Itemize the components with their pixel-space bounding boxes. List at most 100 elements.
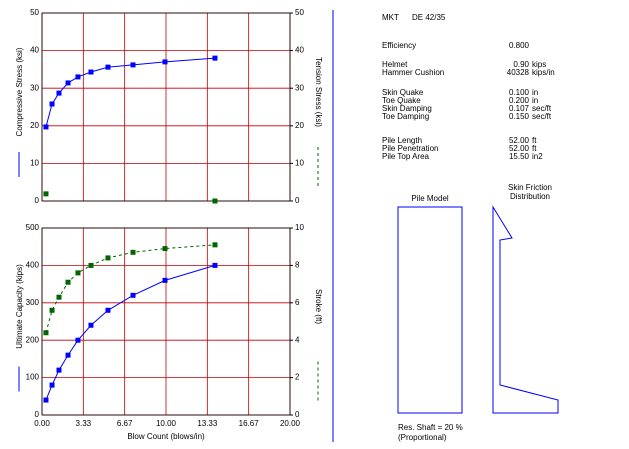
x-axis-label: Blow Count (blows/in) [127, 432, 205, 441]
marker [49, 382, 55, 388]
marker [212, 55, 218, 61]
marker [75, 337, 81, 343]
marker [49, 101, 55, 107]
marker [88, 322, 94, 328]
param-value: 52.00 [509, 144, 530, 153]
x-tick-label: 6.67 [117, 419, 133, 428]
marker [65, 352, 71, 358]
marker [162, 59, 168, 65]
marker [105, 255, 111, 261]
y-axis-label: Compressive Stress (ksi) [15, 47, 24, 136]
param-value: 0.200 [509, 96, 530, 105]
hammer-model: DE 42/35 [412, 13, 446, 22]
y-tick-label: 20 [30, 121, 39, 130]
param-unit: in2 [532, 152, 543, 161]
marker [43, 124, 49, 130]
marker [105, 307, 111, 313]
marker [75, 270, 81, 276]
y-tick-label: 100 [26, 373, 40, 382]
plot-frame [41, 12, 291, 202]
y2-tick-label: 0 [295, 410, 300, 419]
marker [65, 80, 71, 86]
param-value: 0.90 [513, 60, 529, 69]
param-value: 0.100 [509, 88, 530, 97]
x-tick-label: 13.33 [197, 419, 218, 428]
marker [105, 64, 111, 70]
param-value: 15.50 [509, 152, 530, 161]
y2-tick-label: 6 [295, 298, 300, 307]
param-unit: in [532, 88, 538, 97]
marker [75, 74, 81, 80]
param-label: Efficiency [382, 41, 416, 50]
marker [130, 249, 136, 255]
marker [212, 262, 218, 268]
x-tick-label: 20.00 [280, 419, 301, 428]
friction-title: Distribution [510, 192, 550, 201]
marker [56, 294, 62, 300]
y-tick-label: 0 [35, 410, 40, 419]
param-value: 0.107 [509, 104, 530, 113]
x-tick-label: 10.00 [156, 419, 177, 428]
marker [43, 330, 49, 336]
y2-tick-label: 40 [295, 46, 304, 55]
y2-tick-label: 30 [295, 83, 304, 92]
marker [162, 246, 168, 252]
y2-tick-label: 50 [295, 8, 304, 17]
param-label: Hammer Cushion [382, 68, 444, 77]
marker [130, 62, 136, 68]
plot-frame [41, 227, 291, 416]
y-tick-label: 200 [26, 335, 40, 344]
param-unit: ft [532, 136, 537, 145]
hammer: MKT [382, 13, 399, 22]
param-value: 0.150 [509, 112, 530, 121]
y-tick-label: 0 [35, 196, 40, 205]
y-tick-label: 300 [26, 298, 40, 307]
note: (Proportional) [398, 433, 447, 442]
param-value: 0.800 [509, 41, 530, 50]
series-line [45, 57, 216, 128]
y-tick-label: 40 [30, 46, 39, 55]
y2-tick-label: 8 [295, 261, 300, 270]
y-tick-label: 50 [30, 8, 39, 17]
friction-title: Skin Friction [508, 183, 552, 192]
y-tick-label: 400 [26, 261, 40, 270]
marker [56, 90, 62, 96]
marker [130, 292, 136, 298]
param-label: Pile Penetration [382, 144, 438, 153]
param-value: 40328 [507, 68, 530, 77]
marker [49, 307, 55, 313]
marker [212, 198, 218, 204]
y2-tick-label: 10 [295, 223, 304, 232]
param-unit: sec/ft [532, 104, 552, 113]
y2-axis-label: Tension Stress (ksi) [314, 57, 323, 127]
x-tick-label: 3.33 [76, 419, 92, 428]
marker [56, 367, 62, 373]
marker [88, 262, 94, 268]
y2-tick-label: 2 [295, 373, 300, 382]
series-line [45, 264, 216, 401]
marker [212, 242, 218, 248]
pile-model-title: Pile Model [411, 194, 449, 203]
x-tick-label: 16.67 [239, 419, 260, 428]
marker [43, 191, 49, 197]
y2-tick-label: 0 [295, 196, 300, 205]
y-tick-label: 30 [30, 83, 39, 92]
param-label: Toe Damping [382, 112, 429, 121]
param-unit: kips [532, 60, 546, 69]
y-tick-label: 10 [30, 159, 39, 168]
marker [88, 69, 94, 75]
param-label: Pile Top Area [382, 152, 430, 161]
y2-tick-label: 4 [295, 335, 300, 344]
param-label: Pile Length [382, 136, 422, 145]
param-unit: sec/ft [532, 112, 552, 121]
marker [43, 397, 49, 403]
param-label: Skin Damping [382, 104, 432, 113]
marker [162, 277, 168, 283]
param-unit: kips/in [532, 68, 555, 77]
marker [65, 279, 71, 285]
param-label: Helmet [382, 60, 408, 69]
y2-tick-label: 20 [295, 121, 304, 130]
pile-model [397, 206, 463, 414]
param-unit: in [532, 96, 538, 105]
